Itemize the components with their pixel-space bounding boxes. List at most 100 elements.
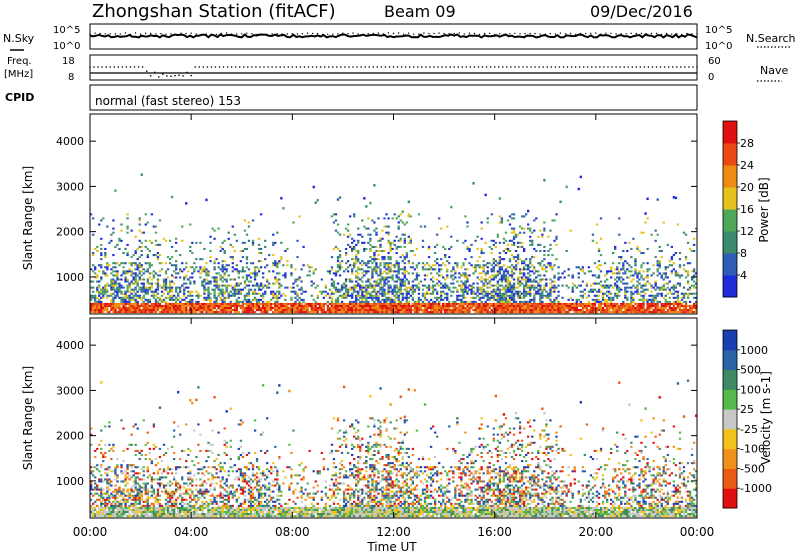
echo-cell [203,270,205,272]
echo-cell [533,266,535,268]
echo-cell [211,303,213,305]
echo-cell [209,236,211,238]
echo-cell [450,246,452,248]
nave-dot [433,66,435,68]
echo-cell [655,256,657,258]
echo-cell [663,305,665,307]
echo-cell [400,285,402,287]
echo-cell [460,301,462,303]
echo-cell [238,301,240,303]
echo-cell [252,311,254,313]
echo-cell [474,266,476,268]
echo-cell [276,281,278,283]
echo-cell [472,291,474,293]
echo-cell [317,285,319,287]
echo-cell [424,226,426,228]
echo-cell [124,278,126,280]
echo-cell [351,293,353,295]
echo-cell [288,307,290,309]
echo-cell [456,309,458,311]
echo-cell [357,293,359,295]
echo-cell [454,311,456,313]
echo-cell [337,264,339,266]
echo-cell [256,285,258,287]
echo-cell [252,240,254,242]
echo-cell [588,311,590,313]
echo-cell [357,276,359,278]
echo-cell [272,283,274,285]
echo-cell [523,311,525,313]
echo-cell [256,305,258,307]
echo-cell [195,258,197,260]
echo-cell [343,305,345,307]
nsearch-dot [287,33,288,34]
echo-cell [499,285,501,287]
nsearch-dot [423,32,424,33]
echo-cell [578,303,580,305]
echo-cell [135,250,137,252]
echo-cell [224,299,226,301]
echo-cell [549,278,551,280]
echo-cell [361,264,363,266]
echo-cell [481,248,483,250]
nave-dot [506,66,508,68]
echo-cell [222,295,224,297]
echo-cell [355,307,357,309]
echo-cell [632,305,634,307]
echo-cell [428,289,430,291]
echo-cell [248,301,250,303]
echo-cell [505,270,507,272]
echo-cell [624,287,626,289]
echo-cell [519,307,521,309]
echo-cell [345,293,347,295]
echo-cell [355,262,357,264]
echo-cell [389,270,391,272]
echo-cell [610,305,612,307]
echo-cell [234,234,236,236]
echo-cell [671,258,673,260]
echo-cell [565,250,567,252]
echo-cell [351,311,353,313]
echo-cell [497,287,499,289]
echo-cell [537,293,539,295]
echo-cell [110,305,112,307]
freq-unit-label: [MHz] [4,69,33,80]
echo-cell [460,309,462,311]
echo-cell [185,305,187,307]
echo-cell [331,283,333,285]
echo-cell [379,311,381,313]
echo-cell [438,309,440,311]
echo-cell [478,299,480,301]
nave-dot [486,66,488,68]
echo-cell [139,307,141,309]
echo-cell [145,287,147,289]
echo-cell [491,248,493,250]
echo-cell [503,287,505,289]
echo-cell [519,293,521,295]
echo-cell [365,272,367,274]
echo-cell [155,301,157,303]
echo-cell [345,291,347,293]
echo-cell [240,307,242,309]
echo-cell [646,270,648,272]
echo-cell [179,291,181,293]
echo-cell [669,297,671,299]
echo-cell [264,305,266,307]
echo-cell [515,309,517,311]
echo-cell [193,283,195,285]
echo-cell [102,456,104,458]
echo-cell [106,311,108,313]
echo-cell [618,272,620,274]
echo-cell [331,311,333,313]
echo-cell [442,276,444,278]
echo-cell [543,311,545,313]
echo-cell [663,297,665,299]
nave-dot [389,66,391,68]
echo-cell [339,305,341,307]
echo-cell [94,309,96,311]
echo-cell [307,264,309,266]
echo-cell [675,252,677,254]
echo-cell [248,240,250,242]
echo-cell [333,221,335,223]
echo-cell [462,285,464,287]
